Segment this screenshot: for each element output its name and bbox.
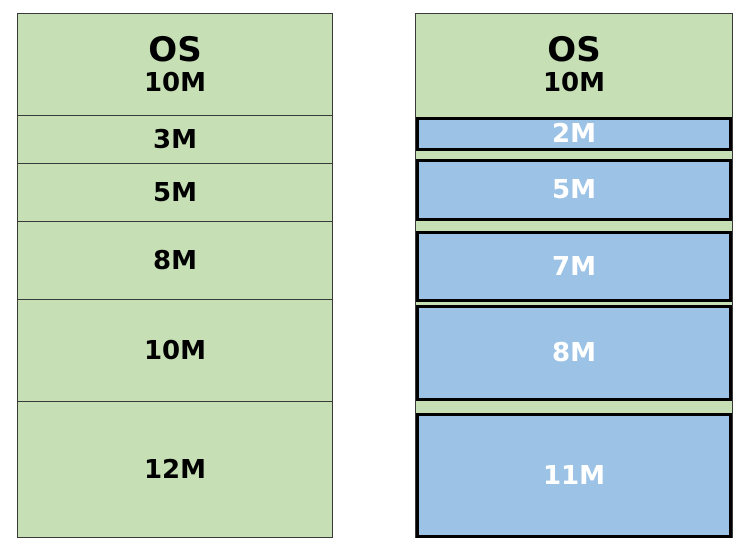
partition-size: 3M (153, 124, 197, 155)
partition-3: 8M (18, 221, 332, 299)
fixed-partition-memory: OS 10M 3M 5M 8M 10M 12M (17, 13, 333, 538)
os-partition: OS 10M (416, 14, 732, 115)
partition-1: 3M (18, 115, 332, 163)
block-size: 7M (552, 251, 596, 282)
partition-2: 5M (18, 163, 332, 221)
partition-4: 10M (18, 299, 332, 401)
allocated-block-1: 2M (416, 117, 732, 151)
partition-size: 12M (143, 454, 207, 485)
os-label: OS (148, 29, 202, 70)
partition-size: 10M (143, 335, 207, 366)
allocated-block-4: 8M (416, 305, 732, 401)
os-size: 10M (542, 67, 606, 98)
block-size: 5M (552, 175, 596, 205)
os-size: 10M (143, 67, 207, 98)
allocated-block-5: 11M (416, 413, 732, 538)
block-size: 2M (552, 119, 596, 149)
allocated-block-2: 5M (416, 159, 732, 221)
os-label: OS (547, 29, 601, 70)
partition-size: 8M (153, 245, 197, 276)
allocated-memory: OS 10M 2M 5M 7M 8M 11M (415, 13, 733, 538)
allocated-block-3: 7M (416, 231, 732, 302)
partition-size: 5M (153, 177, 197, 208)
os-partition: OS 10M (18, 14, 332, 115)
block-size: 8M (552, 338, 596, 368)
block-size: 11M (542, 460, 606, 491)
partition-5: 12M (18, 401, 332, 537)
